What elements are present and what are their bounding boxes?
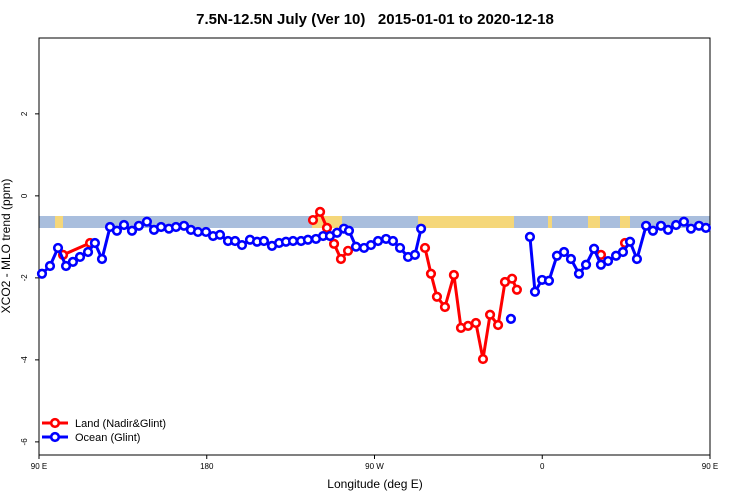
data-point	[118, 219, 130, 231]
legend-marker	[49, 431, 61, 443]
data-point	[52, 242, 64, 254]
data-point	[67, 256, 79, 267]
data-point	[229, 235, 241, 247]
data-point	[419, 242, 431, 254]
data-point	[462, 320, 474, 331]
data-point	[60, 260, 72, 272]
data-point	[342, 245, 354, 256]
chart-title: 7.5N-12.5N July (Ver 10) 2015-01-01 to 2…	[196, 11, 554, 28]
data-point	[573, 268, 585, 279]
x-tick-label: 90 W	[365, 462, 384, 471]
data-point	[655, 220, 667, 231]
data-point	[155, 221, 167, 233]
legend-marker	[49, 417, 61, 429]
data-point	[170, 221, 182, 233]
data-point	[387, 235, 399, 247]
data-point	[647, 225, 659, 236]
data-point	[365, 239, 377, 251]
x-tick-label: 180	[200, 462, 214, 471]
data-point	[111, 225, 123, 236]
legend-label: Ocean (Glint)	[75, 432, 140, 444]
y-axis-label: XCO2 - MLO trend (ppm)	[0, 179, 13, 314]
x-axis-label: Longitude (deg E)	[327, 477, 422, 491]
data-point	[505, 313, 517, 324]
map-strip-land	[55, 216, 630, 228]
legend-label: Land (Nadir&Glint)	[75, 418, 166, 430]
data-point	[302, 234, 314, 245]
data-point	[580, 259, 592, 270]
y-tick-label: -2	[20, 274, 29, 282]
data-point	[307, 214, 319, 226]
data-point	[314, 206, 326, 217]
map-strip-ocean	[39, 216, 710, 228]
data-point	[492, 319, 504, 331]
data-point	[287, 235, 299, 247]
y-tick-label: 2	[20, 111, 29, 116]
data-point	[89, 237, 101, 249]
data-point	[506, 273, 518, 284]
data-point	[700, 222, 711, 233]
data-point	[328, 238, 340, 249]
data-point	[470, 317, 481, 329]
data-point	[484, 309, 496, 320]
y-tick-label: 0	[20, 193, 29, 198]
data-point	[529, 286, 541, 297]
data-point	[685, 223, 697, 234]
data-point	[415, 223, 427, 234]
data-point	[133, 220, 145, 231]
data-point	[678, 216, 690, 227]
x-tick-label: 90 E	[702, 462, 718, 471]
data-point	[511, 284, 523, 295]
data-point	[409, 249, 421, 261]
y-tick-label: -6	[20, 438, 29, 446]
data-point	[640, 220, 652, 231]
data-point	[558, 246, 570, 258]
y-tick-label: -4	[20, 356, 29, 364]
data-point	[36, 268, 48, 279]
data-point	[372, 235, 384, 247]
x-tick-label: 0	[540, 462, 545, 471]
x-tick-label: 90 E	[31, 462, 47, 471]
data-point	[200, 226, 212, 238]
data-point	[96, 253, 108, 265]
data-point	[343, 225, 355, 236]
data-point	[82, 246, 94, 258]
data-point	[524, 231, 536, 242]
data-point	[214, 229, 226, 240]
data-point	[439, 301, 451, 313]
data-point	[126, 225, 138, 236]
data-point	[670, 219, 682, 231]
data-point	[565, 253, 577, 265]
data-point	[448, 269, 460, 281]
data-point	[477, 353, 489, 365]
series-line	[63, 212, 625, 359]
data-point	[236, 239, 248, 251]
data-point	[74, 251, 86, 263]
data-point	[335, 253, 347, 265]
data-point	[602, 255, 614, 267]
data-point	[631, 253, 643, 265]
data-point	[394, 242, 406, 254]
data-point	[331, 227, 343, 238]
data-point	[258, 235, 270, 247]
data-point	[178, 220, 190, 231]
data-point	[431, 291, 443, 302]
data-point	[588, 243, 600, 254]
data-point	[425, 268, 437, 279]
data-point	[141, 216, 153, 227]
data-point	[44, 260, 56, 272]
data-point	[624, 236, 636, 247]
data-point	[321, 222, 333, 233]
data-point	[662, 224, 674, 235]
data-point	[350, 241, 362, 252]
data-point	[192, 226, 204, 238]
data-point	[617, 246, 629, 258]
data-point	[543, 275, 555, 286]
